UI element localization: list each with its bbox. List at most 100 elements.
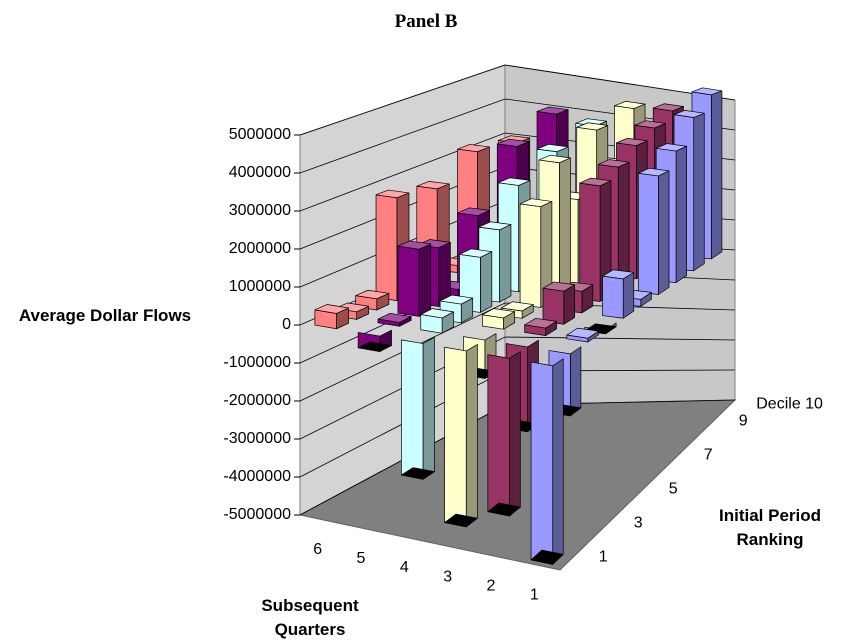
- bar-top: [536, 106, 569, 115]
- x-tick-label: 4: [400, 559, 409, 576]
- bar-side: [558, 157, 571, 297]
- depth-tick-label: 1: [599, 549, 608, 566]
- grid-line: [299, 302, 736, 402]
- bar: [401, 336, 435, 480]
- bar: [314, 304, 349, 330]
- bar-side: [675, 145, 687, 283]
- bar: [542, 281, 576, 325]
- y-tick-label: -5000000: [223, 506, 291, 523]
- bar-front: [444, 346, 467, 528]
- bar-top: [420, 308, 454, 319]
- bar-top: [496, 138, 530, 147]
- y-tick-label: 0: [282, 316, 291, 333]
- bar-front: [397, 245, 420, 317]
- bar-side: [465, 344, 478, 528]
- bar-top: [500, 301, 534, 312]
- bar-top: [497, 177, 531, 186]
- bar: [444, 344, 478, 528]
- bar-side: [563, 284, 576, 325]
- y-tick-label: -4000000: [223, 468, 291, 485]
- bar-top: [397, 240, 432, 250]
- bar: [602, 269, 635, 319]
- bar-top: [655, 143, 687, 152]
- grid-line: [299, 336, 736, 440]
- bar-front: [487, 354, 510, 517]
- bar-top: [357, 341, 392, 352]
- bar: [397, 240, 432, 317]
- bar-side: [499, 224, 512, 303]
- bar-side: [569, 346, 582, 417]
- y-tick-label: -1000000: [223, 354, 291, 371]
- bar: [377, 312, 412, 327]
- bar-top: [616, 137, 648, 146]
- y-tick-label: -2000000: [223, 392, 291, 409]
- bar-side: [509, 351, 521, 517]
- bar-top: [597, 159, 630, 168]
- bar-top: [401, 467, 435, 480]
- depth-tick-label: 7: [704, 447, 713, 464]
- x-tick-label: 6: [313, 541, 322, 558]
- bar-top: [375, 189, 410, 199]
- y-tick-label: 2000000: [229, 240, 291, 257]
- bar: [637, 167, 670, 295]
- bar-front: [375, 194, 398, 301]
- bar-side: [418, 243, 432, 317]
- chart-title: Panel B: [394, 11, 458, 32]
- bar-front: [542, 287, 565, 325]
- bar: [579, 177, 612, 302]
- bar-side: [422, 336, 435, 480]
- bar-front: [401, 339, 424, 480]
- bar-side: [693, 112, 705, 272]
- bar-top: [673, 109, 705, 118]
- depth-tick-label: 9: [739, 413, 748, 430]
- bar-top: [457, 207, 491, 216]
- depth-tick-label: 3: [634, 515, 643, 532]
- bar-front: [602, 275, 624, 319]
- x-tick-label: 1: [530, 587, 539, 604]
- bar-top: [637, 167, 670, 177]
- bar-front: [519, 203, 542, 308]
- bar-top: [439, 294, 474, 305]
- bar-side: [622, 272, 635, 319]
- bar: [487, 351, 521, 517]
- bar-top: [602, 269, 635, 280]
- y-axis-title: Average Dollar Flows: [18, 306, 192, 325]
- bar: [420, 308, 454, 334]
- bar-top: [444, 513, 478, 528]
- bar-top: [538, 154, 571, 164]
- y-tick-label: 4000000: [229, 164, 291, 181]
- bar-side: [552, 358, 564, 565]
- y-tick-label: 3000000: [229, 202, 291, 219]
- bar: [482, 308, 516, 330]
- bar-top: [634, 120, 666, 129]
- bar: [357, 329, 392, 352]
- bar-front: [530, 361, 554, 565]
- bar-top: [355, 289, 390, 300]
- bar-top: [652, 103, 684, 112]
- bar-top: [579, 177, 612, 187]
- bar-top: [377, 312, 412, 323]
- bar-top: [478, 221, 512, 231]
- bar-top: [691, 87, 723, 96]
- bar-top: [542, 281, 576, 292]
- bar-side: [658, 170, 670, 295]
- bar-top: [614, 100, 646, 109]
- bar-top: [530, 549, 564, 565]
- bar: [530, 358, 564, 565]
- bar-top: [487, 502, 521, 517]
- bar-top: [576, 122, 609, 131]
- bar-top: [566, 327, 599, 339]
- x-tick-label: 2: [487, 577, 496, 594]
- bar-top: [519, 198, 553, 208]
- depth-tick-label: Decile 10: [756, 396, 823, 413]
- bar-top: [482, 308, 516, 319]
- grid-line: [299, 64, 736, 136]
- x-tick-label: 3: [443, 568, 452, 585]
- bar-top: [536, 143, 569, 153]
- x-tick-label: 5: [357, 550, 366, 567]
- bar: [524, 317, 557, 336]
- depth-tick-label: 5: [669, 481, 678, 498]
- bar: [355, 289, 390, 311]
- bar-top: [416, 180, 450, 190]
